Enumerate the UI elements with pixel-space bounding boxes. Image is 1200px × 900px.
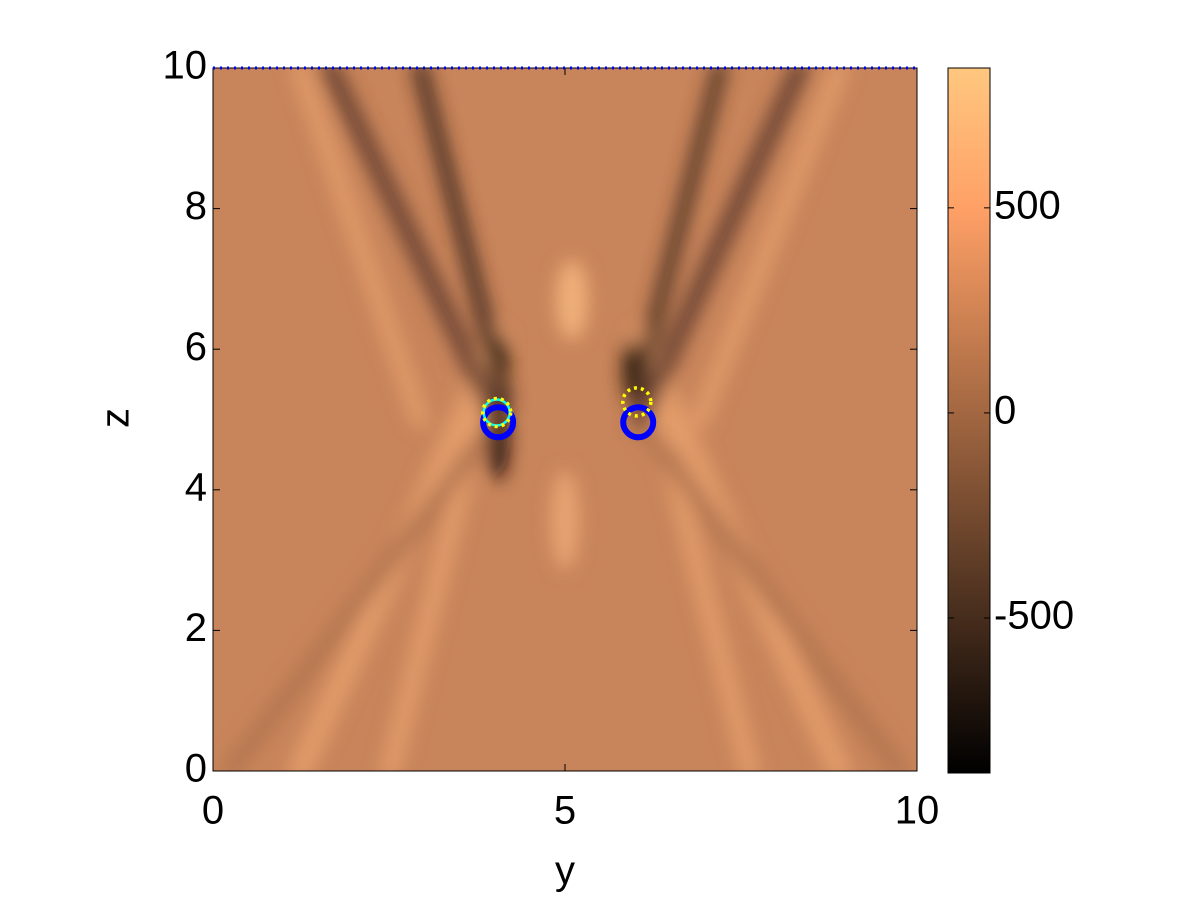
x-tick-label: 10	[895, 789, 940, 833]
colorbar-tick-label: -500	[994, 594, 1074, 638]
y-tick-label: 8	[185, 184, 207, 228]
marker	[620, 404, 657, 441]
y-axis-label: z	[94, 408, 138, 428]
colorbar	[947, 67, 991, 774]
field-image	[213, 68, 917, 771]
y-tick-label: 0	[185, 747, 207, 791]
x-axis-label: y	[555, 849, 575, 893]
y-tick-label: 4	[185, 465, 207, 509]
colorbar-tick-label: 0	[994, 388, 1016, 432]
marker	[621, 386, 653, 418]
marker	[480, 396, 513, 429]
x-tick-label: 0	[202, 789, 224, 833]
marker	[480, 404, 517, 441]
x-tick-label: 5	[554, 789, 576, 833]
y-tick-label: 2	[185, 606, 207, 650]
y-tick-label: 6	[185, 325, 207, 369]
colorbar-tick-label: 500	[994, 183, 1061, 227]
y-tick-label: 10	[163, 44, 208, 88]
